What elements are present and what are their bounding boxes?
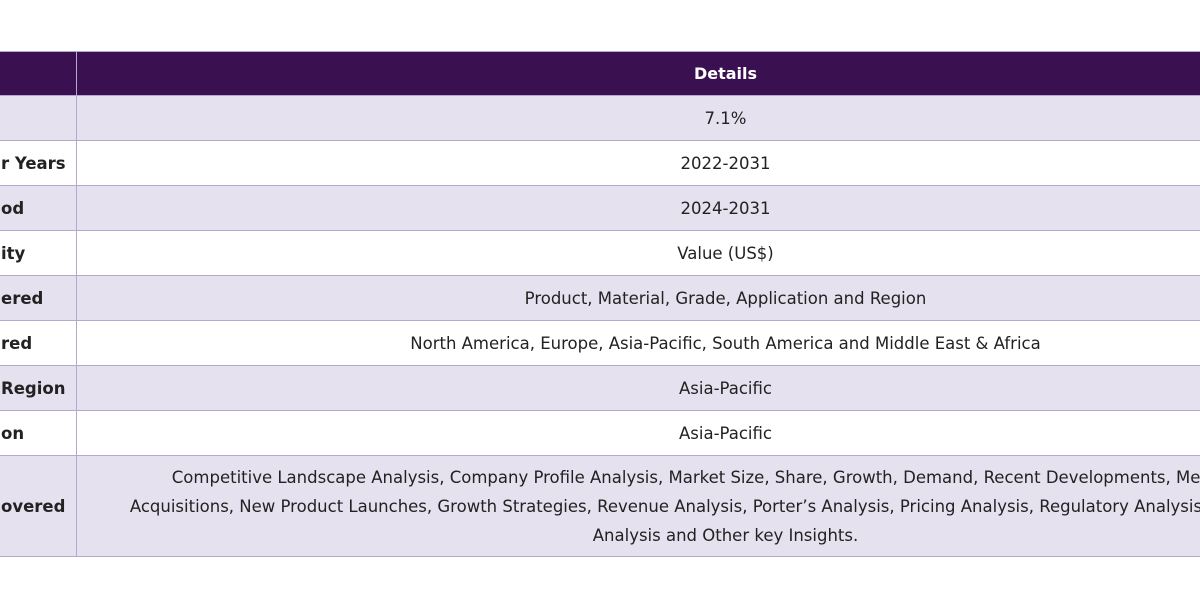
label-cell: red <box>0 320 77 366</box>
row: r Years 2022-2031 <box>0 140 1200 186</box>
label-cell <box>0 95 77 141</box>
label-cell: od <box>0 185 77 231</box>
header-row: Details <box>0 51 1200 96</box>
label-cell: overed <box>0 455 77 557</box>
value-cell: Asia-Pacific <box>76 365 1200 411</box>
value-cell: North America, Europe, Asia-Pacific, Sou… <box>76 320 1200 366</box>
label-cell: Region <box>0 365 77 411</box>
row: od 2024-2031 <box>0 185 1200 231</box>
value-line: Acquisitions, New Product Launches, Grow… <box>129 496 1200 516</box>
row: Region Asia-Pacific <box>0 365 1200 411</box>
value-cell: Value (US$) <box>76 230 1200 276</box>
label-cell: ity <box>0 230 77 276</box>
label-cell: r Years <box>0 140 77 186</box>
row: overed Competitive Landscape Analysis, Co… <box>0 455 1200 557</box>
value-cell: 2024-2031 <box>76 185 1200 231</box>
value-cell: Product, Material, Grade, Application an… <box>76 275 1200 321</box>
row: 7.1% <box>0 95 1200 141</box>
value-cell: Asia-Pacific <box>76 410 1200 456</box>
table: Details 7.1% r Years 2022-2031 od 2024-2031 i… <box>0 51 1200 557</box>
label-cell: on <box>0 410 77 456</box>
row: ered Product, Material, Grade, Applicatio… <box>0 275 1200 321</box>
label-cell: ered <box>0 275 77 321</box>
row: ity Value (US$) <box>0 230 1200 276</box>
value-cell: Competitive Landscape Analysis, Company … <box>76 455 1200 557</box>
row: red North America, Europe, Asia-Pacific, … <box>0 320 1200 366</box>
value-line: Analysis and Other key Insights. <box>592 525 859 545</box>
value-cell: 7.1% <box>76 95 1200 141</box>
header-cell: Details <box>76 51 1200 96</box>
row: on Asia-Pacific <box>0 410 1200 456</box>
header-cell <box>0 51 77 96</box>
value-line: Competitive Landscape Analysis, Company … <box>171 467 1200 487</box>
value-cell: 2022-2031 <box>76 140 1200 186</box>
